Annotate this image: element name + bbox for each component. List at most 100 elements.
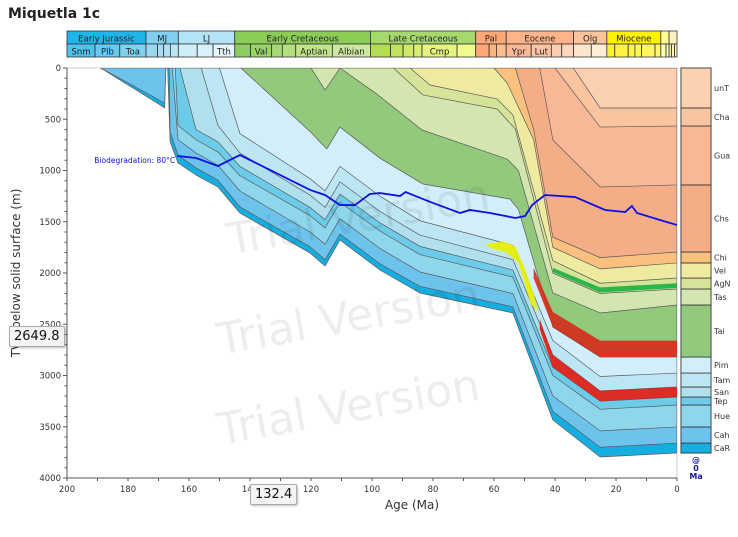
y-tick-label: 2500 [39, 320, 61, 330]
timescale-stage [370, 43, 392, 58]
timescale-stage [234, 43, 252, 58]
timescale-stage [157, 43, 165, 58]
y-tick-label: 4000 [39, 474, 61, 484]
legend-label: CaR [714, 444, 730, 453]
x-tick-label: 60 [489, 485, 500, 495]
legend-label: unT [714, 84, 729, 93]
legend-label: Gua [714, 151, 730, 160]
maturity-zone [484, 241, 539, 312]
legend-swatch-Cha [680, 107, 712, 127]
legend-label: San [714, 388, 729, 397]
timescale-stage-label: Cmp [430, 48, 450, 58]
timescale-stage-label: Tth [216, 48, 231, 58]
timescale-stage [196, 43, 214, 58]
legend-label: Vel [714, 266, 726, 275]
legend-caption: @ [692, 456, 700, 465]
y-tick-label: 0 [56, 64, 61, 74]
timescale-stage [665, 43, 670, 58]
timescale-stage [606, 43, 616, 58]
x-tick-label: 0 [674, 485, 679, 495]
legend-swatch-unT [680, 67, 712, 109]
legend-label: Cha [714, 113, 730, 122]
x-tick-label: 100 [364, 485, 380, 495]
legend-swatch-Chi [680, 251, 712, 264]
y-tick-label: 3500 [39, 423, 61, 433]
legend-swatch-Tep [680, 396, 712, 406]
y-tick-label: 2000 [39, 269, 61, 279]
timescale-stage [550, 43, 563, 58]
legend-label: Chi [714, 253, 727, 262]
timescale-stage [660, 43, 667, 58]
legend-label: Tep [713, 397, 728, 406]
timescale-epoch-label: Olg [583, 35, 597, 45]
timescale-stage [163, 43, 171, 58]
layer-unT [572, 68, 677, 109]
y-tick-label: 1000 [39, 167, 61, 177]
timescale-epoch-label: LJ [203, 35, 210, 45]
timescale-stage-label: Lut [535, 48, 549, 58]
timescale-epoch-label: Miocene [616, 35, 651, 45]
timescale-epoch [668, 30, 678, 45]
timescale-stage [561, 43, 575, 58]
x-tick-label: 160 [181, 485, 197, 495]
legend-swatch-San [680, 386, 712, 398]
timescale-stage-label: Snm [71, 48, 90, 58]
x-tick-label: 120 [303, 485, 319, 495]
timescale-epoch-label: Early Cretaceous [267, 35, 340, 45]
layers-group [100, 68, 677, 458]
timescale-epoch-label: MJ [157, 35, 167, 45]
y-tick-label: 500 [45, 115, 61, 125]
legend-label: Chs [714, 214, 729, 223]
timescale-stage [402, 43, 415, 58]
legend-swatch-Hue [680, 404, 712, 428]
timescale-stage-label: Toa [125, 48, 140, 58]
chart-title: Miquetla 1c [8, 6, 101, 22]
timescale-epoch-label: Eocene [524, 35, 555, 45]
isotherm-label: Biodegradation: 80°C [94, 156, 175, 165]
timescale-stage-label: Ypr [511, 48, 527, 58]
timescale-stage [145, 43, 158, 58]
y-tick-label: 1500 [39, 218, 61, 228]
legend-swatch-Cah [680, 426, 712, 444]
x-tick-label: 40 [550, 485, 561, 495]
timescale-stage [488, 43, 497, 58]
age-tooltip: 132.4 [250, 484, 298, 505]
timescale-stage [627, 43, 636, 58]
timescale-stage [674, 43, 678, 58]
depth-tooltip: 2649.8 [9, 326, 65, 347]
legend-label: Pim [714, 361, 729, 370]
legend-swatch-Tas [680, 288, 712, 306]
timescale-stage [641, 43, 656, 58]
legend-swatch-Gua [680, 125, 712, 186]
x-tick-label: 80 [428, 485, 439, 495]
timescale-stage [614, 43, 629, 58]
legend-label: Cah [714, 431, 730, 440]
timescale-epoch-label: Early Jurassic [78, 35, 135, 45]
maturity-zone [539, 319, 677, 402]
timescale-epoch-label: Pal [485, 35, 497, 45]
legend-label: AgN [714, 280, 731, 289]
timescale-stage [671, 43, 676, 58]
legend-label: Hue [714, 412, 730, 421]
timescale-stage [177, 43, 198, 58]
legend-caption: Ma [689, 472, 702, 481]
legend-swatch-AgN [680, 277, 712, 290]
maturity-zone [533, 267, 677, 358]
timescale-stage [590, 43, 608, 58]
timescale-stage [456, 43, 477, 58]
legend-swatch-Pim [680, 356, 712, 374]
legend-swatch-Chs [680, 184, 712, 253]
timescale-stage-label: Aptian [300, 48, 328, 58]
timescale-epoch [660, 30, 670, 45]
x-tick-label: 20 [611, 485, 622, 495]
timescale-stage [281, 43, 297, 58]
legend-swatch-CaR [680, 442, 712, 454]
timescale-stage [573, 43, 592, 58]
legend-label: Tas [713, 293, 727, 302]
timescale-stage [634, 43, 643, 58]
timescale-stage-label: Val [255, 48, 268, 58]
timescale-stage [271, 43, 283, 58]
timescale-stage-label: Plb [101, 48, 114, 58]
y-axis-label: TVD below solid surface (m) [9, 189, 23, 359]
